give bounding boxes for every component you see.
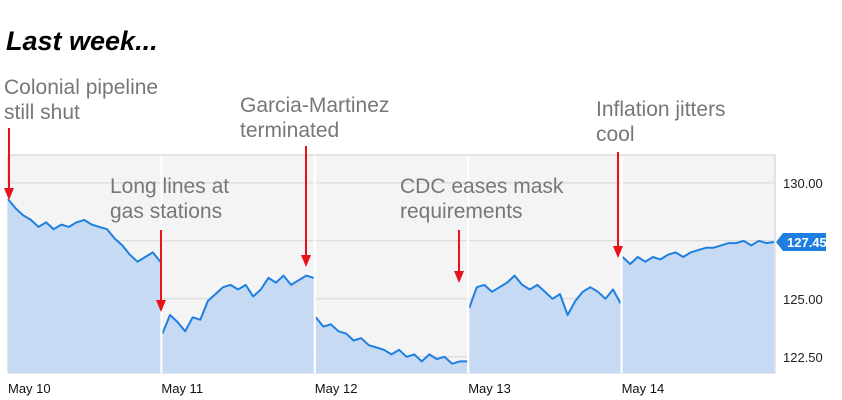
annotation: CDC eases mask requirements <box>400 175 564 223</box>
price-line-3 <box>468 274 622 316</box>
area-fill-2 <box>315 317 468 373</box>
y-tick-label: 130.00 <box>783 176 823 191</box>
area-fill-1 <box>162 275 314 373</box>
area-fill-3 <box>469 275 621 373</box>
price-line-2 <box>315 316 468 365</box>
annotation-line: terminated <box>240 119 339 142</box>
x-tick-label: May 11 <box>161 381 203 396</box>
price-line-1 <box>161 274 315 334</box>
annotation-line: still shut <box>4 101 80 124</box>
annotation: Garcia-Martinez terminated <box>240 94 389 142</box>
annotation-line: Inflation jitters <box>596 98 726 121</box>
annotation-line: Colonial pipeline <box>4 76 158 99</box>
annotation-line: Long lines at <box>110 175 229 198</box>
annotation: Inflation jitters cool <box>596 98 726 146</box>
y-tick-label: 125.00 <box>783 292 823 307</box>
x-tick-label: May 10 <box>8 381 51 396</box>
arrow-head-icon <box>156 300 166 312</box>
arrow-head-icon <box>4 188 14 200</box>
arrow-head-icon <box>301 255 311 267</box>
x-tick-label: May 12 <box>315 381 358 396</box>
arrow-head-icon <box>454 271 464 283</box>
price-line-0 <box>7 198 162 263</box>
x-tick-label: May 13 <box>468 381 511 396</box>
annotation: Colonial pipeline still shut <box>4 76 158 124</box>
last-price-label: 127.45 <box>787 235 827 250</box>
y-tick-label: 122.50 <box>783 350 823 365</box>
last-price-badge <box>776 232 826 251</box>
annotation-line: requirements <box>400 200 523 223</box>
area-fill-0 <box>8 199 161 373</box>
annotation-line: Garcia-Martinez <box>240 94 389 117</box>
chart-title: Last week... <box>6 26 158 56</box>
price-line-4 <box>621 239 775 265</box>
x-tick-label: May 14 <box>622 381 665 396</box>
annotation: Long lines at gas stations <box>110 175 229 223</box>
area-fill-4 <box>622 240 774 373</box>
annotation-line: gas stations <box>110 200 222 223</box>
arrow-head-icon <box>613 246 623 258</box>
annotation-line: cool <box>596 123 635 146</box>
annotation-line: CDC eases mask <box>400 175 564 198</box>
